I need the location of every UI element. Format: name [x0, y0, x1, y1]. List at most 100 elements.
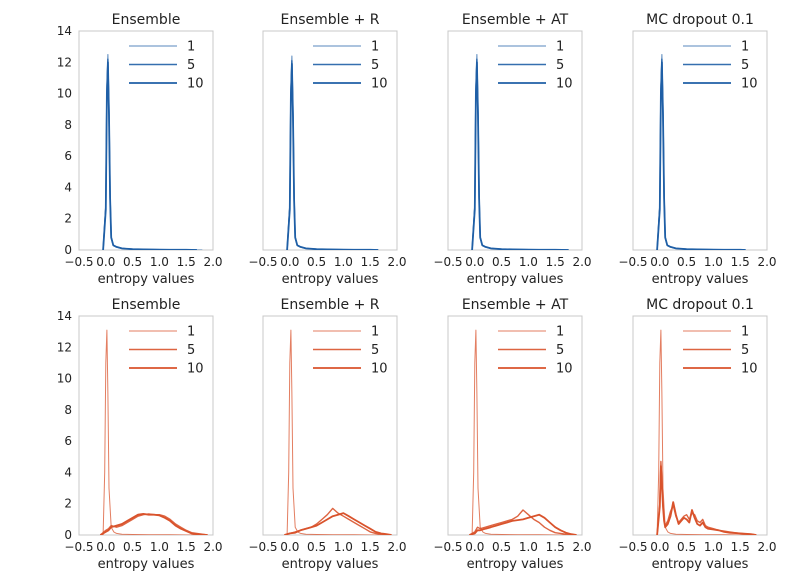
series-line-10 — [102, 61, 197, 250]
y-tick-label: 4 — [64, 465, 72, 479]
x-tick-label: 0.5 — [123, 255, 142, 269]
subplot-6: Ensemble + R −0.5 0.0 0.5 1.0 1.5 2.0 entropy v… — [248, 297, 406, 572]
plot-frame — [78, 315, 214, 536]
series-line-10 — [284, 512, 392, 535]
x-axis-label: entropy values — [282, 557, 379, 572]
series-line-5 — [469, 509, 572, 535]
x-tick-label: 0.5 — [123, 540, 142, 554]
x-tick-label: 2.0 — [387, 540, 406, 554]
plot-frame — [262, 30, 398, 251]
x-tick-label: 0.5 — [677, 540, 696, 554]
legend-label: 10 — [556, 77, 573, 92]
subplot-4: MC dropout 0.1 −0.5 0.0 0.5 1.0 1.5 2.0 entropy… — [618, 12, 776, 287]
legend-label: 5 — [741, 58, 749, 73]
x-tick-label: −0.5 — [64, 255, 93, 269]
x-tick-label: 0.5 — [677, 255, 696, 269]
x-tick-label: 0.5 — [492, 540, 511, 554]
legend-label: 5 — [741, 343, 749, 358]
x-tick-label: 0.0 — [465, 255, 484, 269]
subplot-title: Ensemble + AT — [462, 12, 569, 28]
subplot-title: MC dropout 0.1 — [646, 12, 754, 28]
legend-label: 10 — [371, 77, 388, 92]
x-tick-label: 1.5 — [731, 540, 750, 554]
x-tick-label: 1.0 — [704, 540, 723, 554]
legend-label: 1 — [187, 40, 195, 55]
x-tick-label: −0.5 — [248, 255, 277, 269]
x-tick-label: 2.0 — [387, 255, 406, 269]
series-line-10 — [656, 465, 757, 535]
x-axis-label: entropy values — [282, 272, 379, 287]
legend-label: 1 — [371, 325, 379, 340]
subplot-title: Ensemble + R — [280, 12, 379, 28]
legend-label: 5 — [371, 343, 379, 358]
series-line-10 — [286, 62, 379, 250]
x-tick-label: 0.5 — [307, 540, 326, 554]
x-tick-label: 1.5 — [361, 540, 380, 554]
y-tick-label: 12 — [57, 340, 72, 354]
y-tick-label: 8 — [64, 118, 72, 132]
x-tick-label: 1.5 — [177, 540, 196, 554]
legend-label: 1 — [187, 325, 195, 340]
subplot-3: Ensemble + AT −0.5 0.0 0.5 1.0 1.5 2.0 entropy … — [433, 12, 591, 287]
legend-label: 10 — [741, 77, 758, 92]
series-line-1 — [656, 329, 751, 535]
x-tick-label: 0.5 — [492, 255, 511, 269]
legend-label: 1 — [371, 40, 379, 55]
y-tick-label: 2 — [64, 212, 72, 226]
subplot-8: MC dropout 0.1 −0.5 0.0 0.5 1.0 1.5 2.0 entropy… — [618, 297, 776, 572]
x-tick-label: 0.5 — [307, 255, 326, 269]
x-tick-label: 2.0 — [203, 255, 222, 269]
x-tick-label: 2.0 — [757, 540, 776, 554]
x-tick-label: −0.5 — [433, 540, 462, 554]
x-tick-label: 2.0 — [757, 255, 776, 269]
legend-label: 10 — [187, 77, 204, 92]
y-tick-label: 6 — [64, 149, 72, 163]
x-axis-label: entropy values — [467, 557, 564, 572]
legend-label: 1 — [556, 40, 564, 55]
x-axis-label: entropy values — [652, 272, 749, 287]
legend-label: 1 — [741, 40, 749, 55]
x-tick-label: −0.5 — [248, 540, 277, 554]
legend-label: 10 — [187, 362, 204, 377]
x-tick-label: 1.5 — [361, 255, 380, 269]
series-line-10 — [656, 61, 746, 250]
y-tick-label: 6 — [64, 434, 72, 448]
x-tick-label: 1.0 — [519, 540, 538, 554]
x-tick-label: 1.5 — [177, 255, 196, 269]
legend-label: 10 — [741, 362, 758, 377]
x-tick-label: 2.0 — [203, 540, 222, 554]
y-tick-label: 10 — [57, 372, 72, 386]
y-tick-label: 0 — [64, 243, 72, 257]
legend-label: 5 — [371, 58, 379, 73]
series-line-10 — [99, 513, 208, 535]
x-tick-label: 1.5 — [546, 540, 565, 554]
x-tick-label: 1.0 — [334, 540, 353, 554]
x-tick-label: 0.0 — [465, 540, 484, 554]
legend-label: 5 — [187, 58, 195, 73]
x-tick-label: 0.0 — [96, 540, 115, 554]
series-line-10 — [471, 61, 569, 250]
subplot-7: Ensemble + AT −0.5 0.0 0.5 1.0 1.5 2.0 entropy … — [433, 297, 591, 572]
x-axis-label: entropy values — [467, 272, 564, 287]
y-tick-label: 0 — [64, 528, 72, 542]
subplot-1: Ensemble −0.5 0.0 0.5 1.0 1.5 2.0 entropy value… — [57, 12, 223, 287]
subplot-5: Ensemble −0.5 0.0 0.5 1.0 1.5 2.0 entropy value… — [57, 297, 223, 572]
series-line-10 — [469, 513, 577, 535]
y-tick-label: 14 — [57, 309, 72, 323]
x-tick-label: 1.0 — [150, 255, 169, 269]
plot-frame — [632, 30, 768, 251]
plot-frame — [447, 315, 583, 536]
series-line-1 — [286, 329, 381, 535]
plot-frame — [632, 315, 768, 536]
subplot-title: Ensemble — [112, 297, 181, 313]
x-tick-label: 2.0 — [572, 540, 591, 554]
x-tick-label: −0.5 — [618, 255, 647, 269]
subplot-title: MC dropout 0.1 — [646, 297, 754, 313]
y-tick-label: 14 — [57, 24, 72, 38]
legend-label: 5 — [556, 343, 564, 358]
legend-label: 10 — [556, 362, 573, 377]
x-tick-label: 1.0 — [519, 255, 538, 269]
x-tick-label: −0.5 — [433, 255, 462, 269]
x-tick-label: 1.0 — [334, 255, 353, 269]
